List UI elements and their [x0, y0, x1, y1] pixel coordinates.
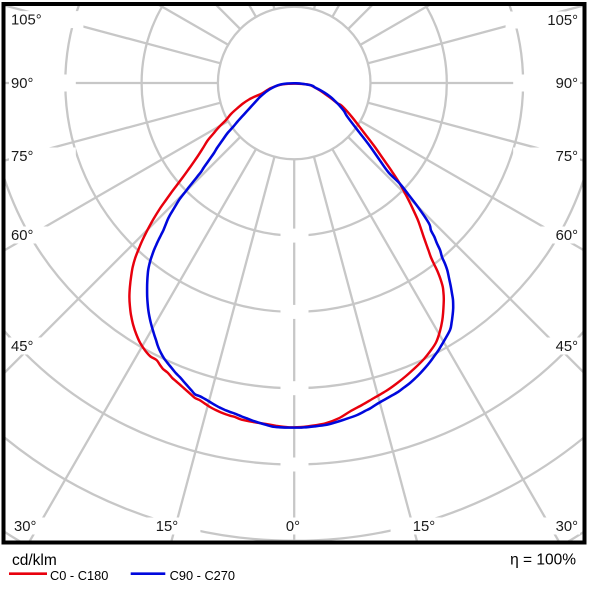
svg-text:30°: 30° [14, 519, 36, 535]
svg-text:η = 100%: η = 100% [510, 552, 576, 569]
svg-text:0°: 0° [286, 519, 300, 535]
svg-text:45°: 45° [556, 339, 578, 355]
svg-text:30°: 30° [556, 519, 578, 535]
svg-text:cd/klm: cd/klm [12, 552, 57, 569]
svg-text:15°: 15° [156, 519, 178, 535]
svg-text:60°: 60° [556, 228, 578, 244]
svg-text:105°: 105° [11, 12, 42, 28]
svg-text:75°: 75° [556, 149, 578, 165]
svg-text:60°: 60° [11, 228, 33, 244]
svg-text:90°: 90° [556, 76, 578, 92]
svg-text:90°: 90° [11, 76, 33, 92]
svg-text:C90 - C270: C90 - C270 [170, 568, 235, 583]
svg-text:75°: 75° [11, 149, 33, 165]
svg-text:105°: 105° [547, 13, 578, 29]
svg-text:45°: 45° [11, 339, 33, 355]
svg-text:15°: 15° [413, 519, 435, 535]
svg-text:C0 - C180: C0 - C180 [50, 568, 108, 583]
